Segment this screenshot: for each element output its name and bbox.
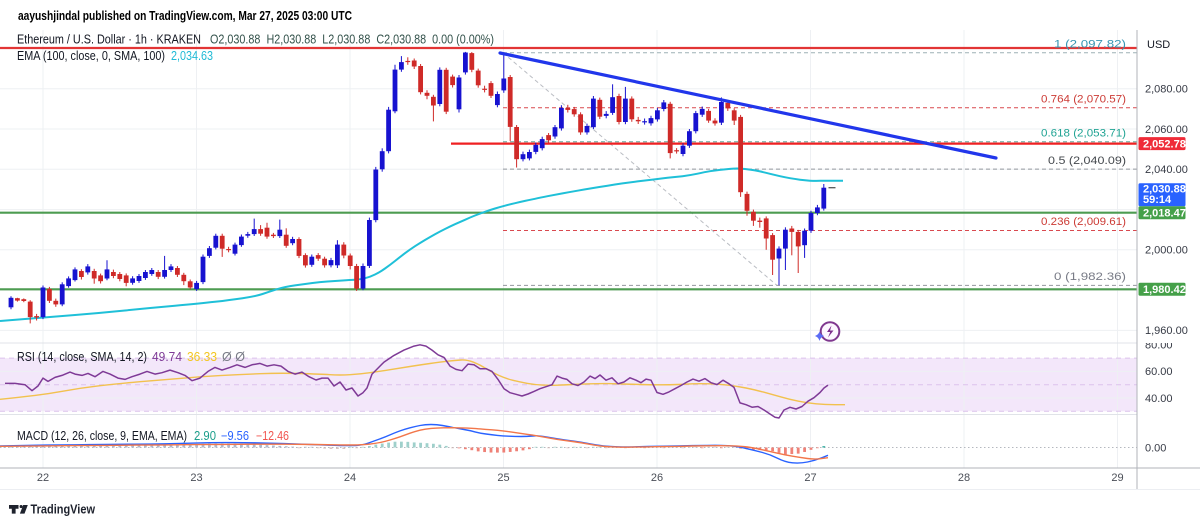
- svg-text:22: 22: [37, 472, 49, 484]
- svg-text:2,080.00: 2,080.00: [1145, 84, 1188, 96]
- svg-text:2,060.00: 2,060.00: [1145, 124, 1188, 136]
- svg-text:23: 23: [190, 472, 202, 484]
- svg-text:1 (2,097.82): 1 (2,097.82): [1054, 39, 1126, 51]
- svg-text:O2,030.88 H2,030.88 L2,030.8: O2,030.88 H2,030.88 L2,030.88 C2,030.88 …: [210, 33, 494, 47]
- svg-text:TradingView: TradingView: [31, 502, 96, 517]
- svg-text:0.00: 0.00: [1145, 442, 1166, 454]
- svg-text:2,030.88: 2,030.88: [1143, 184, 1186, 196]
- svg-text:29: 29: [1111, 472, 1123, 484]
- svg-text:0 (1,982.36): 0 (1,982.36): [1054, 271, 1126, 283]
- svg-text:−9.56: −9.56: [221, 429, 249, 443]
- svg-text:EMA (100, close, 0, SMA, 100): EMA (100, close, 0, SMA, 100): [17, 49, 165, 63]
- svg-text:RSI (14, close, SMA, 14, 2): RSI (14, close, SMA, 14, 2): [17, 350, 147, 364]
- svg-text:36.33: 36.33: [187, 350, 217, 364]
- svg-text:Ø Ø: Ø Ø: [222, 350, 245, 364]
- svg-text:59:14: 59:14: [1143, 194, 1172, 206]
- svg-text:MACD (12, 26, close, 9, EMA, E: MACD (12, 26, close, 9, EMA, EMA): [17, 429, 187, 443]
- svg-text:27: 27: [804, 472, 816, 484]
- svg-text:1,960.00: 1,960.00: [1145, 325, 1188, 337]
- svg-text:60.00: 60.00: [1145, 366, 1173, 378]
- svg-text:28: 28: [958, 472, 970, 484]
- svg-text:40.00: 40.00: [1145, 393, 1173, 405]
- svg-text:2,052.78: 2,052.78: [1143, 138, 1186, 150]
- svg-text:49.74: 49.74: [152, 350, 182, 364]
- svg-text:USD: USD: [1147, 39, 1170, 51]
- svg-text:0.236 (2,009.61): 0.236 (2,009.61): [1041, 216, 1126, 228]
- svg-text:2,040.00: 2,040.00: [1145, 164, 1188, 176]
- svg-text:26: 26: [651, 472, 663, 484]
- svg-text:25: 25: [497, 472, 509, 484]
- svg-text:1,980.42: 1,980.42: [1143, 284, 1186, 296]
- svg-text:0.5 (2,040.09): 0.5 (2,040.09): [1048, 155, 1126, 167]
- svg-text:2,000.00: 2,000.00: [1145, 245, 1188, 257]
- svg-text:Ethereum / U.S. Dollar · 1h ·: Ethereum / U.S. Dollar · 1h · KRAKEN: [17, 33, 201, 47]
- svg-text:0.618 (2,053.71): 0.618 (2,053.71): [1041, 127, 1126, 139]
- svg-text:2.90: 2.90: [194, 429, 216, 443]
- svg-text:aayushjindal published on Trad: aayushjindal published on TradingView.co…: [18, 8, 352, 23]
- svg-text:−12.46: −12.46: [256, 429, 289, 443]
- svg-text:0.764 (2,070.57): 0.764 (2,070.57): [1041, 93, 1126, 105]
- svg-text:2,018.47: 2,018.47: [1143, 208, 1186, 220]
- svg-text:2,034.63: 2,034.63: [171, 49, 213, 63]
- svg-text:80.00: 80.00: [1145, 340, 1173, 352]
- svg-text:24: 24: [344, 472, 356, 484]
